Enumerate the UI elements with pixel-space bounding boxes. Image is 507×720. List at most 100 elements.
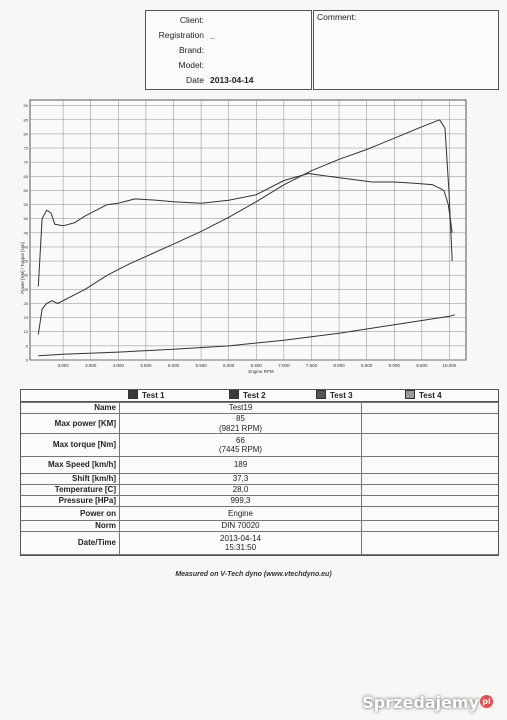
legend-test-3[interactable]: Test 3	[316, 390, 353, 401]
date-label: Date	[186, 75, 204, 85]
registration-label: Registration	[158, 30, 204, 40]
x-tick-label: 10.000	[443, 363, 457, 368]
comment-label: Comment:	[317, 12, 357, 22]
dyno-chart: 3.000 3.500 4.000 4.500 5.000 5.500 6.000 6.500…	[18, 92, 478, 382]
results-panel: Test 1 Test 2 Test 3 Test 4 Name Test19 …	[20, 389, 499, 556]
legend-swatch-test-1	[128, 390, 138, 399]
model-row: Model:	[146, 58, 311, 73]
plot-area	[29, 99, 467, 361]
legend-swatch-test-4	[405, 390, 415, 399]
max-speed-value: 189	[119, 456, 362, 474]
table-row: Norm DIN 70020	[21, 520, 498, 532]
x-tick-label: 6.000	[223, 363, 235, 368]
client-row: Client:	[146, 13, 311, 28]
norm-value: DIN 70020	[119, 520, 362, 532]
y-tick-label: 50	[24, 216, 29, 221]
table-row: Name Test19	[21, 402, 498, 414]
shift-label: Shift [km/h]	[21, 473, 120, 485]
x-tick-label: 5.000	[168, 363, 180, 368]
model-label: Model:	[178, 60, 204, 70]
brand-label: Brand:	[178, 45, 204, 55]
chart-series	[37, 119, 456, 357]
temperature-label: Temperature [C]	[21, 484, 120, 496]
y-tick-label: 10	[24, 329, 29, 334]
legend-test-1-label: Test 1	[142, 391, 165, 400]
footer-note: Measured on V-Tech dyno (www.vtechdyno.e…	[175, 571, 332, 578]
x-tick-label: 3.500	[85, 363, 97, 368]
max-speed-label: Max Speed [km/h]	[21, 456, 120, 474]
x-axis-label: Engine RPM	[248, 369, 274, 374]
pressure-value: 999,3	[119, 495, 362, 507]
table-row: Max Speed [km/h] 189	[21, 456, 498, 474]
name-label: Name	[21, 402, 120, 414]
y-tick-label: 75	[24, 146, 29, 151]
shift-value: 37,3	[119, 473, 362, 485]
name-value: Test19	[119, 402, 362, 414]
dyno-chart-svg: 3.000 3.500 4.000 4.500 5.000 5.500 6.000 6.500…	[20, 99, 467, 374]
client-label: Client:	[179, 15, 204, 25]
max-torque-rpm: (7445 RPM)	[218, 445, 263, 454]
legend-test-1[interactable]: Test 1	[128, 390, 165, 401]
temperature-value: 28,0	[119, 484, 362, 496]
power-on-label: Power on	[21, 506, 120, 521]
legend-swatch-test-3	[316, 390, 326, 399]
max-power-label: Max power [KM]	[21, 413, 120, 434]
date-row: Date 2013-04-14	[146, 73, 311, 88]
series-line-2	[37, 119, 453, 335]
y-tick-label: 60	[24, 188, 29, 193]
x-tick-label: 4.000	[113, 363, 125, 368]
registration-value: _	[210, 30, 215, 40]
max-torque-value: 66	[236, 435, 245, 445]
max-power-rpm: (9821 RPM)	[218, 423, 263, 433]
date-value-cell: 2013-04-14	[220, 533, 261, 543]
legend-test-4-label: Test 4	[419, 391, 442, 400]
vehicle-info-box: Client: Registration _ Brand: Model: Dat…	[145, 10, 312, 90]
date-value: 2013-04-14	[210, 75, 254, 85]
table-row: Shift [km/h] 37,3	[21, 473, 498, 485]
results-table: Name Test19 Max power [KM] 85 (9821 RPM) …	[21, 402, 498, 555]
table-row: Temperature [C] 28,0	[21, 484, 498, 496]
legend-test-2[interactable]: Test 2	[229, 390, 266, 401]
x-tick-label: 4.500	[140, 363, 152, 368]
chart-grid	[29, 99, 467, 361]
max-power-value: 85	[236, 414, 245, 423]
series-line-3	[38, 314, 456, 357]
y-tick-label: 55	[24, 202, 29, 207]
x-tick-label: 8.500	[361, 363, 373, 368]
y-tick-label: 20	[24, 301, 29, 306]
y-tick-label: 35	[24, 259, 29, 264]
datetime-label: Date/Time	[21, 531, 120, 555]
registration-row: Registration _	[146, 28, 311, 43]
table-row: Max power [KM] 85 (9821 RPM)	[21, 413, 498, 434]
legend-test-3-label: Test 3	[330, 391, 353, 400]
y-tick-label: 80	[24, 131, 29, 136]
max-torque-label: Max torque [Nm]	[21, 433, 120, 457]
x-tick-label: 3.000	[57, 363, 69, 368]
x-tick-label: 6.500	[251, 363, 263, 368]
y-tick-label: 70	[24, 160, 29, 165]
y-tick-label: 85	[24, 117, 29, 122]
y-tick-label: 5	[26, 343, 29, 348]
y-axis-label: Power [KM] / Torque [Nm]	[20, 242, 25, 293]
power-on-value: Engine	[119, 506, 362, 521]
watermark-logo: Sprzedajemy pl	[362, 693, 493, 712]
legend-test-2-label: Test 2	[243, 391, 266, 400]
chart-ticks: 3.000 3.500 4.000 4.500 5.000 5.500 6.000 6.500…	[24, 103, 457, 368]
y-tick-label: 40	[24, 244, 29, 249]
y-tick-label: 45	[24, 230, 29, 235]
x-tick-label: 7.500	[306, 363, 318, 368]
x-tick-label: 9.500	[416, 363, 428, 368]
table-row: Power on Engine	[21, 506, 498, 521]
y-tick-label: 0	[26, 358, 29, 363]
test-legend: Test 1 Test 2 Test 3 Test 4	[21, 390, 498, 402]
y-tick-label: 25	[24, 287, 29, 292]
table-row: Pressure [HPa] 999,3	[21, 495, 498, 507]
y-tick-label: 90	[24, 103, 29, 108]
y-tick-label: 30	[24, 273, 29, 278]
legend-test-4[interactable]: Test 4	[405, 390, 442, 401]
watermark-badge: pl	[480, 695, 493, 708]
watermark-text: Sprzedajemy	[362, 693, 479, 712]
norm-label: Norm	[21, 520, 120, 532]
legend-swatch-test-2	[229, 390, 239, 399]
series-line-1	[37, 173, 453, 287]
